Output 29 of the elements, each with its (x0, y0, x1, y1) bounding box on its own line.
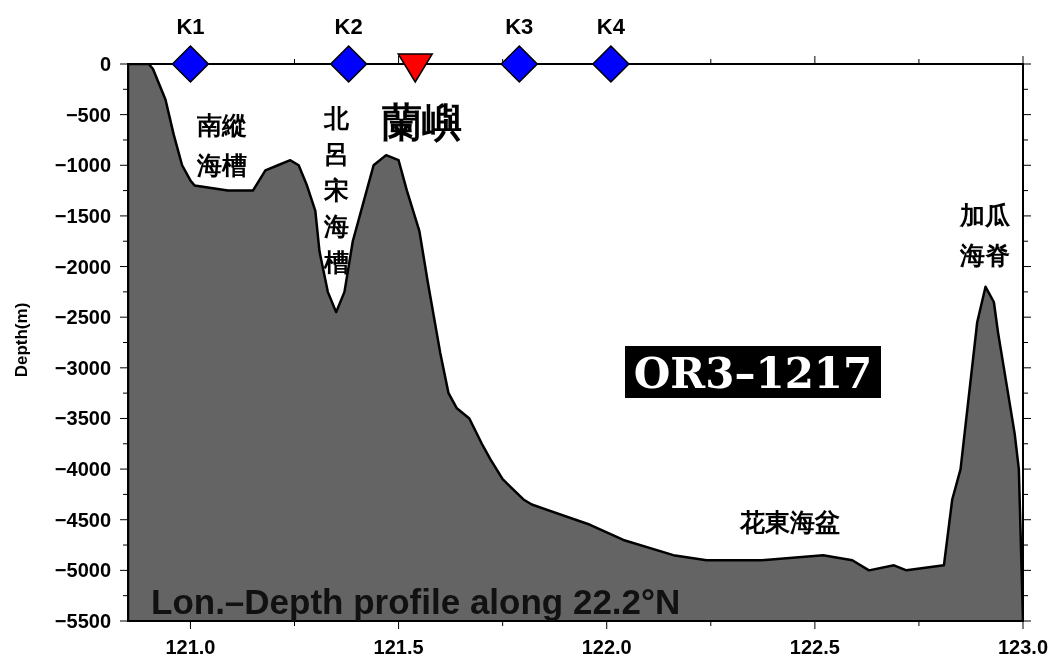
x-tick-label: 121.5 (373, 636, 424, 658)
y-tick-label: −500 (65, 103, 111, 126)
y-tick-label: −5000 (54, 559, 111, 582)
data-label: K1 (176, 14, 205, 39)
annotation: 北呂宋海槽 (322, 104, 350, 277)
y-tick-label: 0 (99, 53, 111, 75)
annotation: 蘭嶼 (382, 98, 462, 146)
data-label: K2 (334, 14, 363, 39)
y-tick-label: −3500 (54, 407, 111, 430)
annotation: 花東海盆 (739, 508, 840, 537)
x-tick-label: 122.5 (789, 636, 840, 658)
data-label: K4 (596, 14, 626, 39)
y-tick-label: −4500 (54, 508, 111, 531)
y-tick-label: −5500 (54, 610, 111, 632)
y-tick-label: −2000 (54, 255, 111, 278)
y-tick-label: −1000 (54, 154, 111, 177)
annotation: OR3–1217 (633, 349, 873, 398)
x-tick-label: 122.0 (581, 636, 632, 658)
data-label: K3 (505, 14, 534, 39)
y-tick-label: −2500 (54, 306, 111, 329)
y-tick-label: −1500 (54, 204, 111, 227)
y-tick-label: −4000 (54, 458, 111, 481)
x-tick-label: 121.0 (165, 636, 216, 658)
text: Lon.–Depth profile along 22.2°N (151, 582, 681, 621)
x-tick-label: 123.0 (997, 636, 1049, 658)
annotation: 南縱海槽 (196, 111, 247, 180)
annotation: 加瓜海脊 (959, 201, 1011, 270)
y-axis-title: Depth(m) (12, 302, 31, 378)
y-tick-label: −3000 (54, 356, 111, 379)
